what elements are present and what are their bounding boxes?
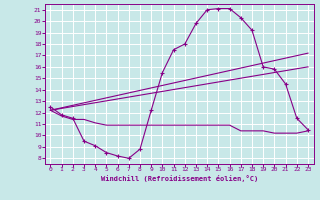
X-axis label: Windchill (Refroidissement éolien,°C): Windchill (Refroidissement éolien,°C) — [100, 175, 258, 182]
